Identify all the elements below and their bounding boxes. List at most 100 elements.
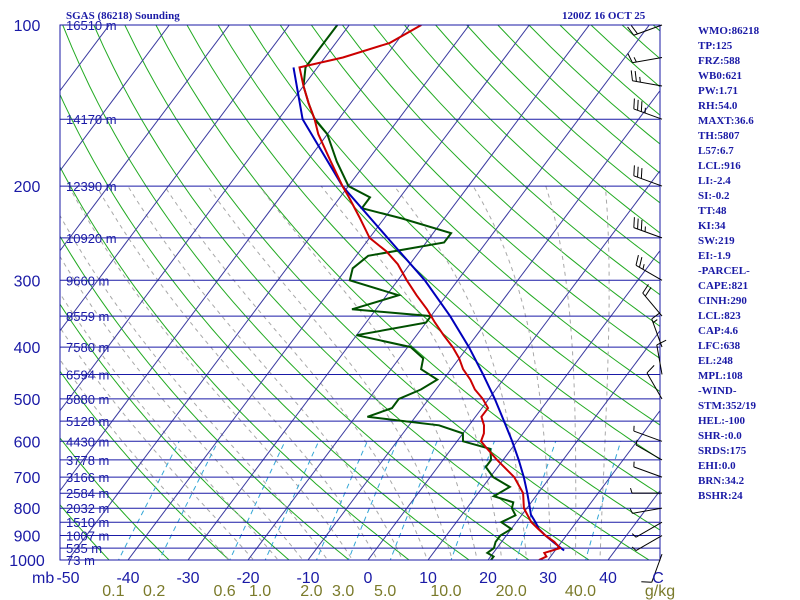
height-label: 16510 m [66, 18, 117, 33]
barb-staff [635, 264, 663, 281]
dry-adiabat [342, 25, 660, 327]
isotherm [367, 169, 660, 560]
barb-staff [633, 466, 663, 478]
index-line: TT:48 [698, 205, 727, 217]
height-label: 3166 m [66, 470, 109, 485]
pressure-tick-label: 900 [14, 529, 41, 546]
wind-barb [633, 425, 663, 442]
dry-adiabat [60, 93, 470, 560]
isotherm [427, 249, 660, 560]
barb-half-flag [635, 439, 638, 446]
index-line: LCL:823 [698, 310, 741, 322]
height-label: 5880 m [66, 392, 109, 407]
height-label: 7580 m [66, 340, 109, 355]
wind-barb [642, 284, 663, 317]
isotherm [60, 25, 170, 172]
profiles [292, 25, 565, 560]
temperature-tick-label: -20 [236, 570, 259, 587]
dry-adiabat [62, 25, 530, 560]
mixing-ratio-label: 2.0 [300, 583, 322, 600]
moist-adiabat [472, 185, 552, 560]
indices-panel: WMO:86218 TP:125 FRZ:588 WB0:621 PW:1.71 RH:5… [698, 24, 800, 504]
mixing-ratio-line [264, 441, 320, 560]
index-line: WB0:621 [698, 70, 742, 82]
mixing-ratio-label: 0.2 [143, 583, 165, 600]
wind-barb [633, 217, 663, 239]
index-line: SHR-:0.0 [698, 430, 742, 442]
barb-flag [633, 165, 635, 176]
moist-adiabat [60, 292, 279, 560]
index-line: KI:34 [698, 220, 726, 232]
isotherm [307, 89, 660, 560]
barb-flag [641, 581, 652, 583]
height-label: 1007 m [66, 529, 109, 544]
height-label: 1510 m [66, 515, 109, 530]
barb-flag [633, 98, 635, 109]
barb-flag [637, 99, 639, 111]
isotherm [60, 25, 410, 492]
index-line: LFC:638 [698, 340, 741, 352]
barb-half-flag [629, 508, 633, 514]
barb-flag [630, 70, 633, 81]
plot-frame [59, 24, 661, 561]
barb-flag [637, 218, 639, 230]
barb-half-flag [639, 76, 641, 83]
pressure-tick-label: 100 [14, 18, 41, 35]
wind-barb [630, 488, 662, 494]
dry-adiabat [93, 25, 591, 560]
moist-adiabat [60, 358, 230, 560]
height-label: 4430 m [66, 434, 109, 449]
dry-adiabat [60, 437, 170, 560]
barb-staff [656, 344, 663, 375]
barb-staff [632, 56, 663, 64]
pressure-tick-label: 800 [14, 501, 41, 518]
height-label: 6594 m [66, 367, 109, 382]
index-line: BRN:34.2 [698, 475, 745, 487]
wind-barb [631, 535, 663, 551]
barb-half-flag [652, 319, 658, 324]
moist-adiabat [393, 185, 528, 560]
wind-barb [633, 98, 663, 120]
moist-adiabat [60, 255, 304, 560]
index-line: BSHR:24 [698, 490, 743, 502]
temperature-profile [298, 25, 562, 560]
wind-barbs [627, 24, 667, 583]
wind-barb [630, 70, 663, 87]
barb-staff [633, 108, 663, 120]
index-line: PW:1.71 [698, 85, 739, 97]
isotherm [67, 25, 470, 560]
index-line: LCL:916 [698, 160, 741, 172]
dry-adiabat [310, 25, 660, 360]
wind-barb [631, 521, 663, 538]
height-label: 73 m [66, 553, 95, 568]
height-label: 5128 m [66, 414, 109, 429]
mixing-ratio-line [585, 441, 622, 560]
temperature-tick-label: -50 [56, 570, 79, 587]
parcel-profile [292, 67, 565, 552]
barb-staff [642, 292, 663, 317]
barb-staff [633, 430, 663, 442]
barb-staff [632, 80, 663, 87]
dry-adiabat [60, 303, 290, 560]
mixing-ratio-label: 10.0 [430, 583, 461, 600]
height-label: 9660 m [66, 273, 109, 288]
wind-barb [633, 165, 663, 187]
dry-adiabat [60, 370, 230, 560]
moist-adiabat [545, 185, 577, 560]
temperature-tick-label: 0 [364, 570, 373, 587]
pressure-tick-label: 1000 [9, 553, 45, 570]
temperature-tick-label: 20 [479, 570, 497, 587]
moist-adiabat [207, 185, 453, 560]
barb-half-flag [642, 264, 645, 270]
isotherm [127, 25, 530, 560]
dry-adiabat [404, 25, 660, 265]
mixing-ratio-unit-label: g/kg [645, 583, 675, 600]
pressure-tick-label: 400 [14, 340, 41, 357]
temperature-tick-label: -10 [296, 570, 319, 587]
index-line: HEL:-100 [698, 415, 746, 427]
dry-adiabat [186, 25, 660, 495]
barb-flag [630, 25, 638, 35]
chart-title: SGAS (86218) Sounding [66, 10, 180, 22]
barb-flag [644, 287, 652, 297]
